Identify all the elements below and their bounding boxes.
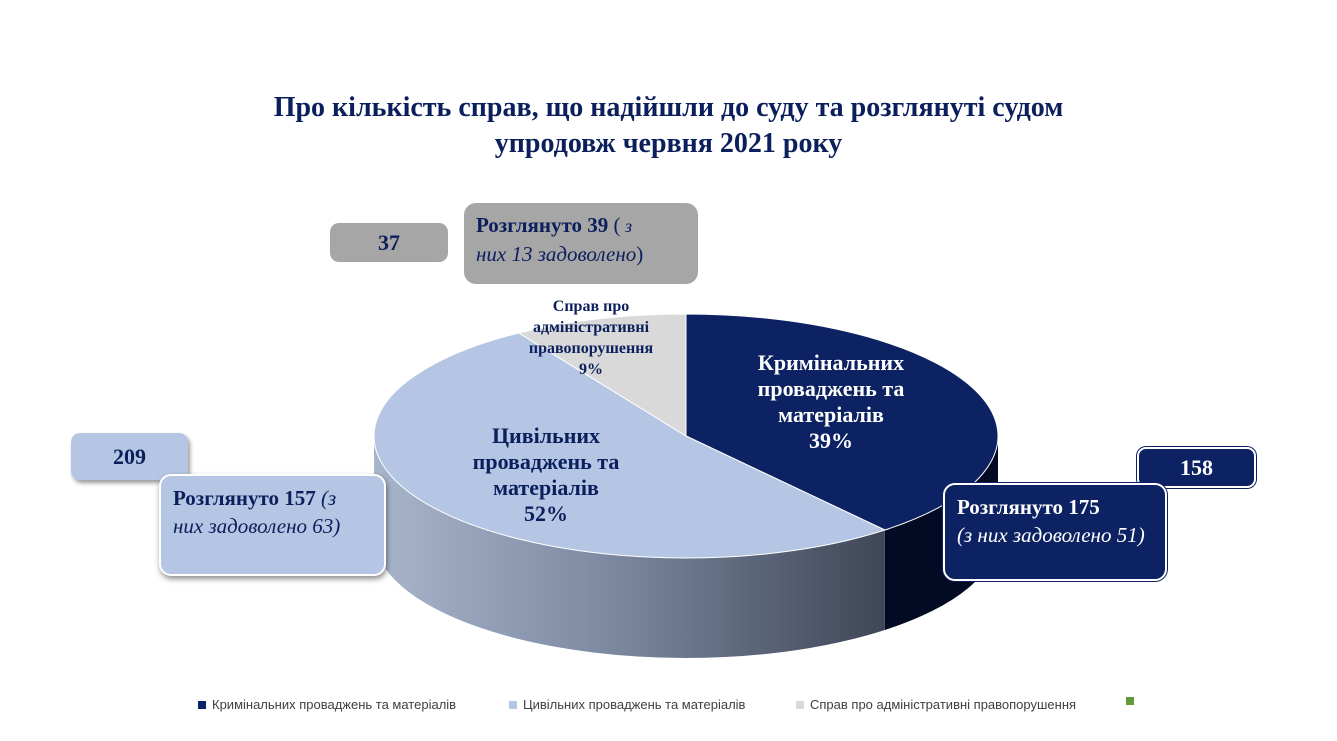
legend-item-criminal: Кримінальних проваджень та матеріалів [198, 697, 456, 712]
legend-swatch-admin [796, 700, 804, 709]
pie-tops [373, 313, 999, 559]
pie-slice-civil [373, 332, 887, 559]
legend-item-extra [1126, 697, 1140, 705]
pie-slice-admin [517, 313, 687, 437]
civil-received-box: 209 [71, 433, 188, 480]
legend-swatch-criminal [198, 700, 206, 709]
criminal-received-box: 158 [1137, 447, 1256, 488]
pie-side-civil [374, 436, 885, 658]
admin-received-box: 37 [330, 223, 448, 262]
pie-sides [374, 436, 998, 658]
legend-item-admin: Справ про адміністративні правопорушення [796, 697, 1076, 712]
title-line-1: Про кількість справ, що надійшли до суду… [273, 92, 1064, 123]
chart-title: Про кількість справ, що надійшли до суду… [0, 90, 1337, 162]
civil-reviewed-box: Розглянуто 157 (з них задоволено 63) [159, 474, 386, 576]
legend-item-civil: Цивільних проваджень та матеріалів [509, 697, 745, 712]
admin-reviewed-box: Розглянуто 39 ( з них 13 задоволено) [464, 203, 698, 284]
pie-side-criminal [884, 436, 998, 631]
slice-label-admin: Справ про адміністративні правопорушення… [528, 298, 654, 378]
title-line-2: упродовж червня 2021 року [494, 128, 843, 159]
criminal-reviewed-box: Розглянуто 175 (з них задоволено 51) [943, 483, 1167, 581]
slice-label-criminal: Кримінальних проваджень та матеріалів 39… [757, 350, 905, 453]
legend-swatch-civil [509, 700, 517, 709]
slice-label-civil: Цивільних проваджень та матеріалів 52% [472, 423, 620, 526]
chart-legend: Кримінальних проваджень та матеріалів Ци… [0, 697, 1337, 715]
legend-swatch-extra [1126, 697, 1134, 705]
